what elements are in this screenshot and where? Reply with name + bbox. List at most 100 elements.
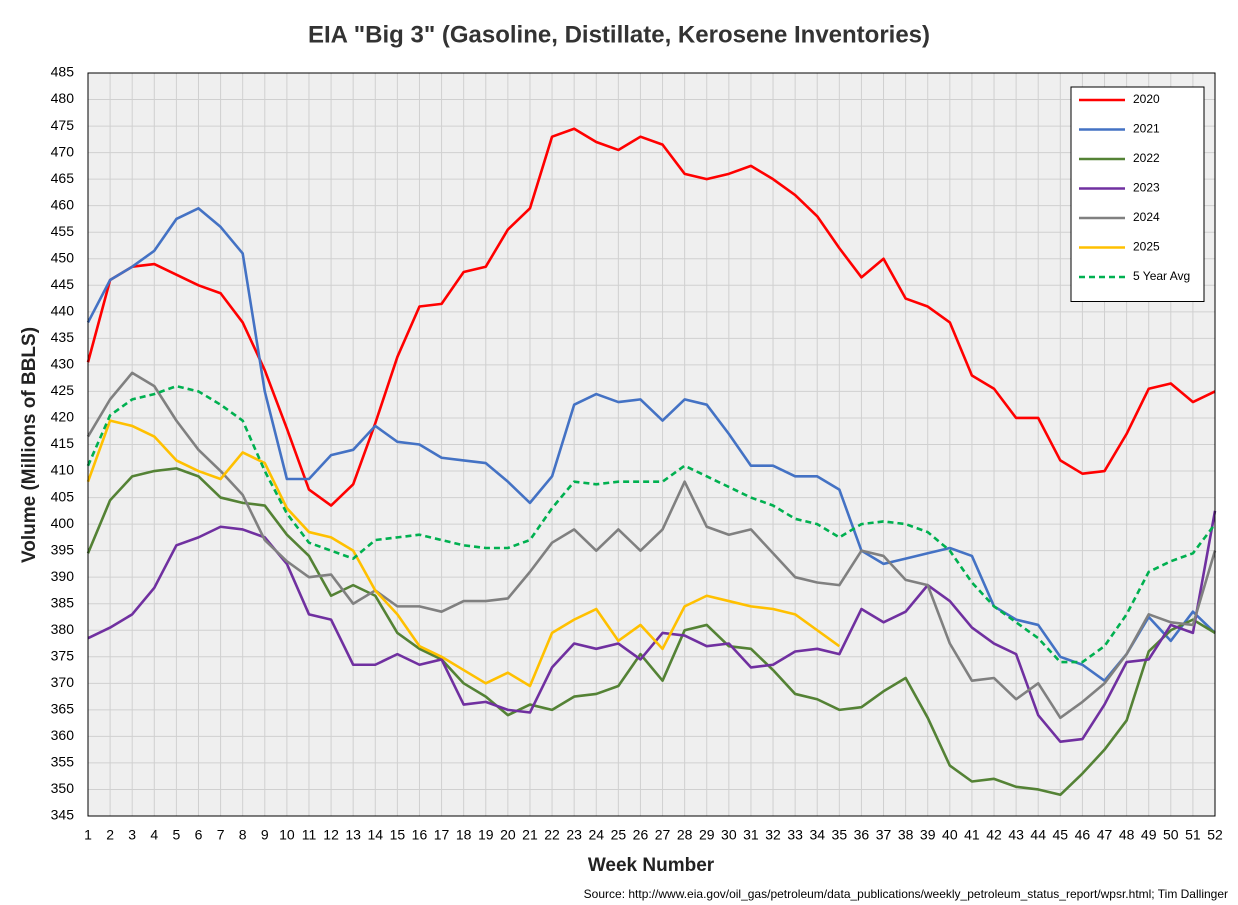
x-tick-label: 39 <box>920 827 936 843</box>
y-tick-label: 485 <box>51 64 75 80</box>
x-tick-label: 26 <box>633 827 649 843</box>
y-tick-label: 420 <box>51 409 75 425</box>
x-tick-label: 21 <box>522 827 538 843</box>
y-tick-label: 455 <box>51 223 75 239</box>
x-tick-label: 14 <box>367 827 383 843</box>
legend-label: 5 Year Avg <box>1133 269 1190 283</box>
x-tick-label: 17 <box>434 827 450 843</box>
y-tick-label: 405 <box>51 488 75 504</box>
series-line <box>86 127 1216 507</box>
x-tick-label: 36 <box>854 827 870 843</box>
x-tick-label: 48 <box>1119 827 1135 843</box>
y-tick-label: 465 <box>51 170 75 186</box>
y-tick-label: 410 <box>51 462 75 478</box>
series-line <box>86 467 1216 797</box>
legend-label: 2025 <box>1133 240 1160 254</box>
x-tick-label: 24 <box>588 827 604 843</box>
x-tick-label: 50 <box>1163 827 1179 843</box>
x-tick-label: 32 <box>765 827 781 843</box>
y-tick-label: 415 <box>51 435 75 451</box>
y-tick-label: 435 <box>51 329 75 345</box>
legend-label: 2021 <box>1133 122 1160 136</box>
y-tick-label: 380 <box>51 621 75 637</box>
x-tick-label: 16 <box>412 827 428 843</box>
lines <box>86 127 1217 797</box>
y-tick-label: 390 <box>51 568 75 584</box>
x-tick-label: 46 <box>1075 827 1091 843</box>
legend: 2020 2021 2022 2023 2024 2025 5 Year Avg <box>1070 86 1205 302</box>
y-tick-label: 365 <box>51 701 75 717</box>
legend-box <box>1070 86 1205 302</box>
y-tick-label: 385 <box>51 594 75 610</box>
x-tick-label: 5 <box>172 827 180 843</box>
x-tick-label: 6 <box>195 827 203 843</box>
x-tick-label: 35 <box>832 827 848 843</box>
x-tick-label: 52 <box>1207 827 1223 843</box>
y-tick-label: 445 <box>51 276 75 292</box>
x-tick-label: 31 <box>743 827 759 843</box>
x-tick-label: 1 <box>84 827 92 843</box>
x-tick-label: 25 <box>611 827 627 843</box>
x-tick-label: 19 <box>478 827 494 843</box>
x-tick-label: 41 <box>964 827 980 843</box>
x-tick-label: 38 <box>898 827 914 843</box>
y-tick-label: 470 <box>51 143 75 159</box>
y-tick-label: 360 <box>51 727 75 743</box>
x-tick-label: 3 <box>128 827 136 843</box>
source-note: Source: http://www.eia.gov/oil_gas/petro… <box>584 887 1228 901</box>
x-tick-label: 44 <box>1030 827 1046 843</box>
x-tick-label: 12 <box>323 827 339 843</box>
y-tick-label: 400 <box>51 515 75 531</box>
y-tick-label: 350 <box>51 780 75 796</box>
legend-label: 2024 <box>1133 210 1160 224</box>
y-tick-label: 375 <box>51 647 75 663</box>
x-tick-label: 10 <box>279 827 295 843</box>
x-tick-label: 4 <box>150 827 158 843</box>
x-tick-label: 13 <box>345 827 361 843</box>
x-tick-label: 7 <box>217 827 225 843</box>
x-tick-label: 22 <box>544 827 560 843</box>
chart-title: EIA "Big 3" (Gasoline, Distillate, Keros… <box>308 21 930 48</box>
y-tick-label: 480 <box>51 90 75 106</box>
x-tick-label: 27 <box>655 827 671 843</box>
plot-border <box>87 72 1216 817</box>
x-tick-label: 28 <box>677 827 693 843</box>
y-tick-label: 440 <box>51 303 75 319</box>
x-tick-label: 29 <box>699 827 715 843</box>
x-tick-label: 51 <box>1185 827 1201 843</box>
legend-label: 2023 <box>1133 181 1160 195</box>
x-tick-label: 37 <box>876 827 892 843</box>
y-tick-label: 355 <box>51 754 75 770</box>
x-tick-label: 34 <box>809 827 825 843</box>
x-tick-label: 23 <box>566 827 582 843</box>
x-tick-label: 20 <box>500 827 516 843</box>
y-tick-label: 430 <box>51 356 75 372</box>
x-tick-label: 8 <box>239 827 247 843</box>
legend-label: 2020 <box>1133 92 1160 106</box>
x-tick-label: 15 <box>390 827 406 843</box>
x-tick-label: 45 <box>1053 827 1069 843</box>
y-tick-label: 460 <box>51 196 75 212</box>
series-line <box>86 384 1217 664</box>
y-tick-label: 475 <box>51 117 75 133</box>
x-tick-label: 9 <box>261 827 269 843</box>
series-line <box>86 371 1217 720</box>
x-tick-label: 11 <box>302 827 317 843</box>
x-tick-label: 49 <box>1141 827 1157 843</box>
x-tick-label: 47 <box>1097 827 1113 843</box>
x-tick-label: 33 <box>787 827 803 843</box>
x-tick-label: 18 <box>456 827 472 843</box>
y-tick-label: 395 <box>51 541 75 557</box>
x-tick-label: 2 <box>106 827 114 843</box>
x-tick-label: 42 <box>986 827 1002 843</box>
y-tick-label: 370 <box>51 674 75 690</box>
series-line <box>86 207 1216 682</box>
y-tick-label: 425 <box>51 382 75 398</box>
y-tick-label: 450 <box>51 249 75 265</box>
x-tick-label: 30 <box>721 827 737 843</box>
x-tick-label: 40 <box>942 827 958 843</box>
x-tick-label: 43 <box>1008 827 1024 843</box>
legend-label: 2022 <box>1133 151 1160 165</box>
y-tick-label: 345 <box>51 807 75 823</box>
